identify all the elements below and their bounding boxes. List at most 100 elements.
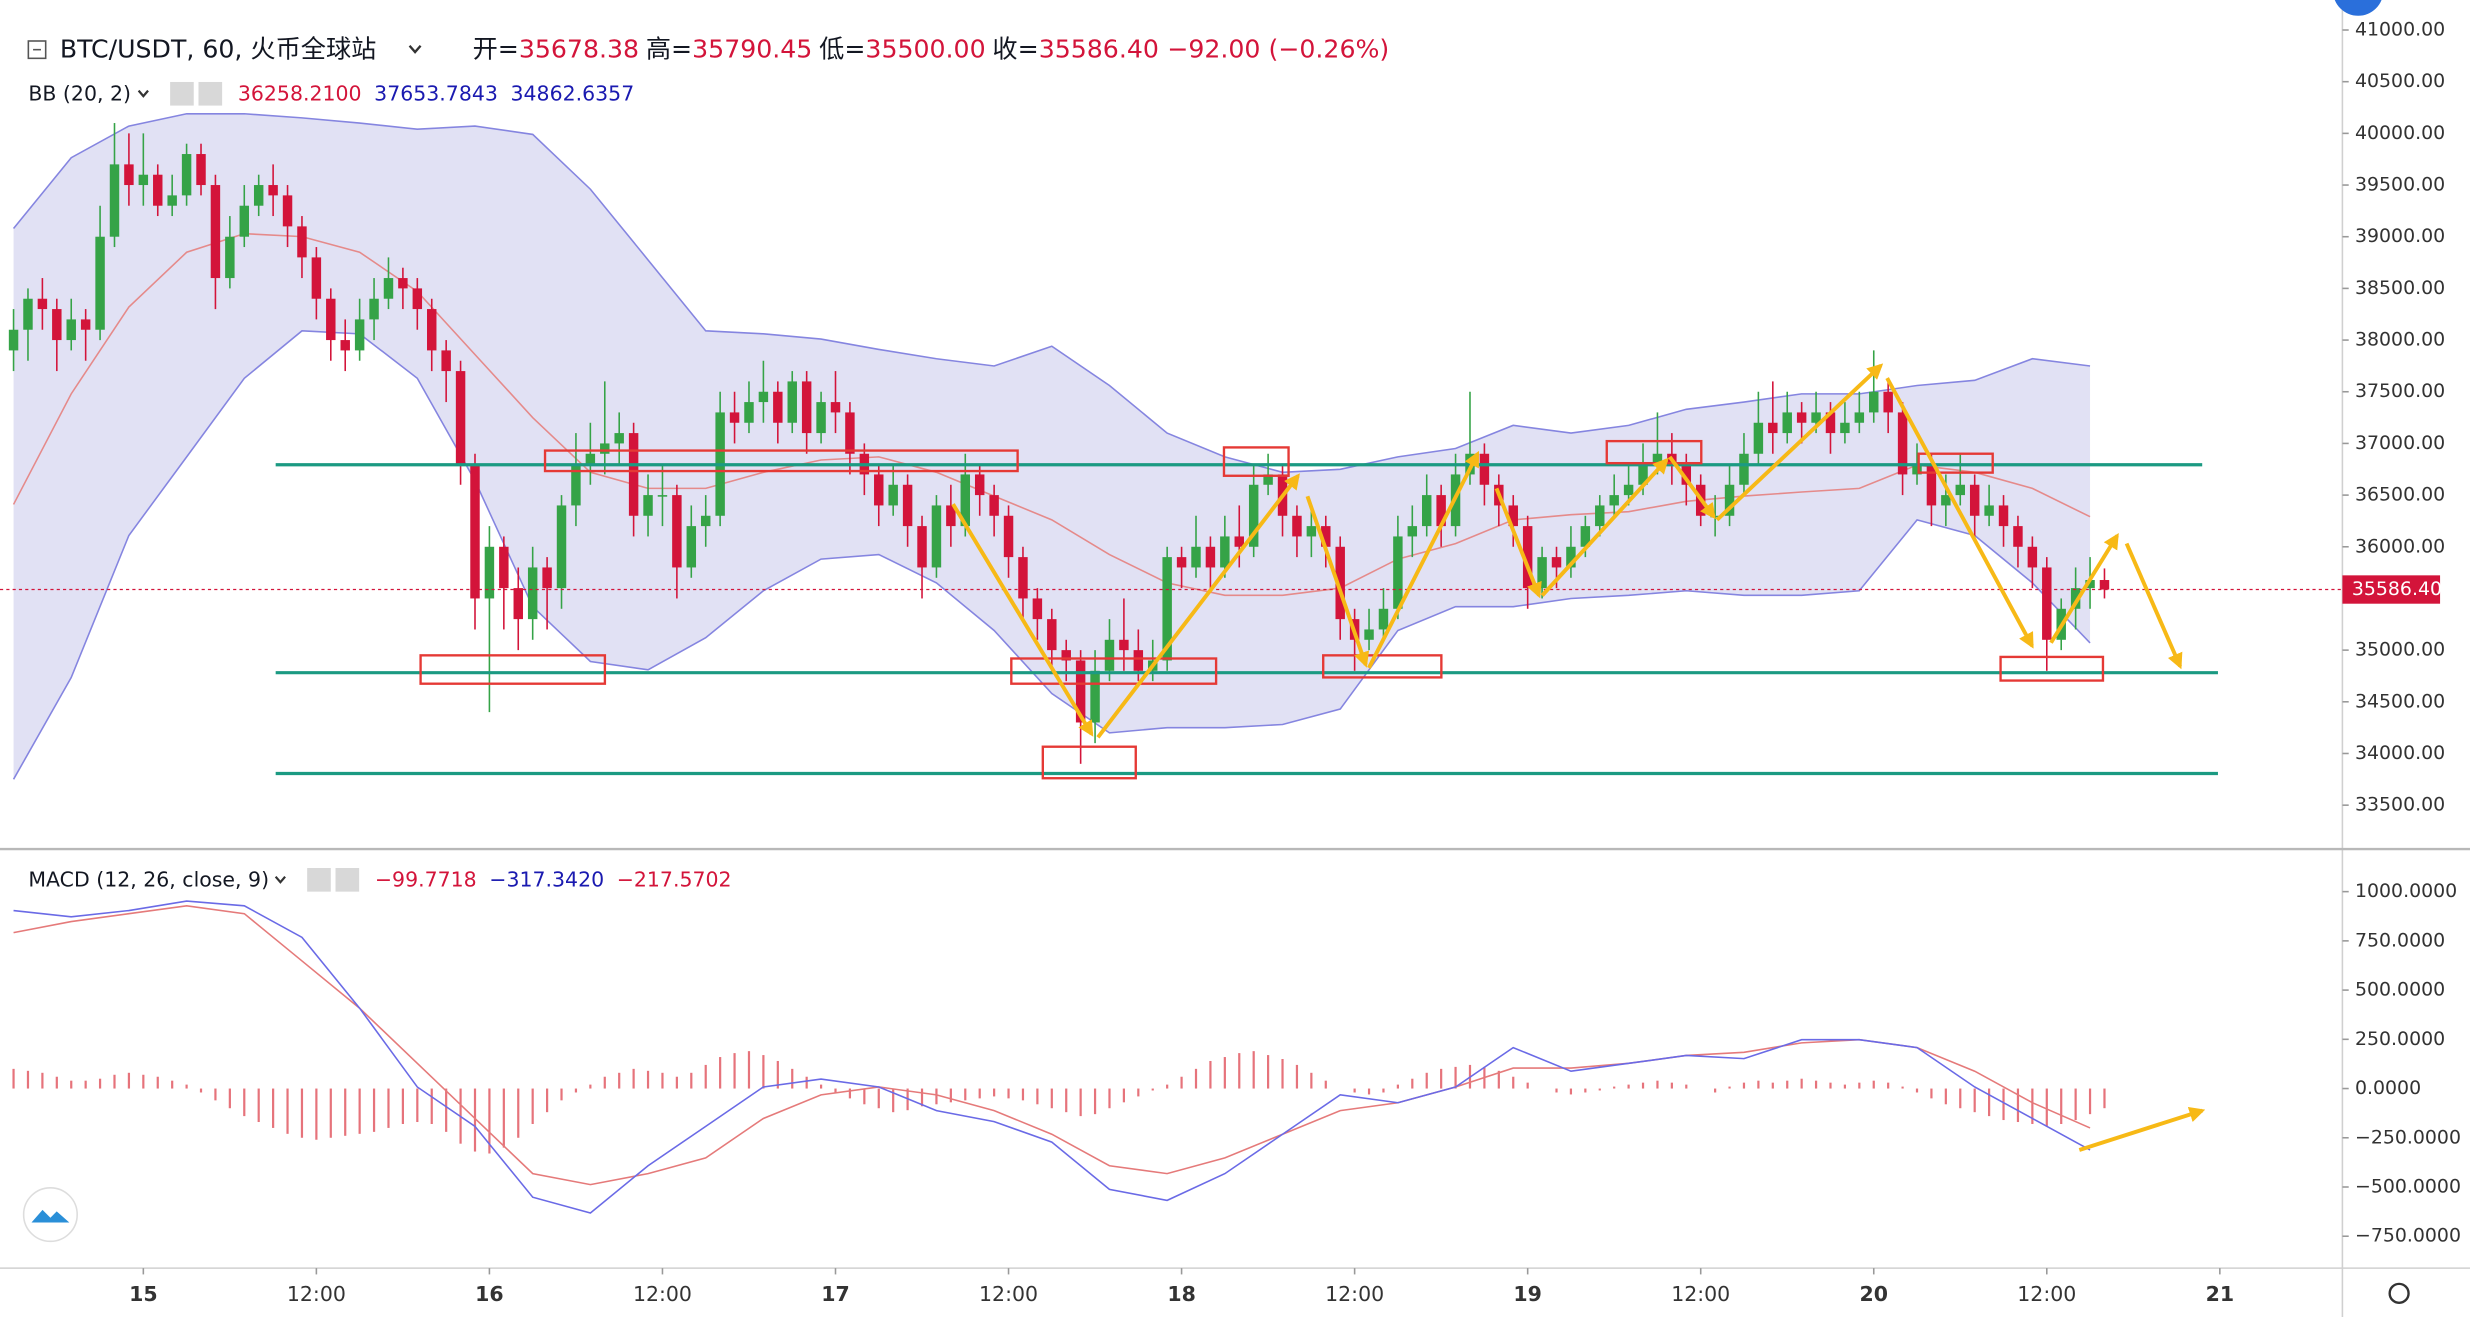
zone-box: [1222, 446, 1290, 477]
candle-body: [95, 236, 105, 330]
candle-body: [1522, 526, 1533, 589]
y-tick-label: 38500.00: [2355, 277, 2445, 299]
candle-body: [1623, 484, 1634, 496]
candle-body: [571, 464, 581, 506]
candle-body: [989, 495, 999, 516]
candle-body: [239, 205, 250, 237]
x-tick-label: 20: [1860, 1282, 1888, 1306]
candle-body: [1335, 546, 1345, 620]
candle-body: [80, 319, 91, 330]
candle-body: [1061, 650, 1071, 661]
indicator-value: 34862.6357: [511, 82, 635, 106]
ohlc-value: 35500.00: [865, 34, 985, 63]
last-price-box: [2342, 575, 2441, 604]
candle-body: [1047, 619, 1057, 651]
collapse-icon[interactable]: [27, 40, 47, 60]
candle-body: [383, 278, 394, 299]
logo-mark: [31, 1209, 70, 1223]
candle-body: [1768, 422, 1778, 434]
candle-body: [1003, 515, 1014, 558]
candle-body: [816, 402, 826, 434]
candle-body: [1883, 391, 1893, 413]
candle-body: [527, 567, 538, 620]
ohlc-label: 开=: [473, 34, 519, 63]
candle-body: [672, 495, 682, 568]
candle-body: [1234, 536, 1244, 547]
candle-body: [282, 195, 293, 227]
indicator-name: MACD (12, 26, close, 9): [28, 868, 269, 892]
drawings: [275, 363, 2218, 1152]
candle-body: [2070, 588, 2081, 609]
y-tick-label: 250.0000: [2355, 1028, 2445, 1050]
last-price-label: 35586.40: [2352, 578, 2442, 600]
y-tick-label: 39000.00: [2355, 225, 2445, 247]
remove-icon[interactable]: [335, 868, 360, 892]
candle-body: [1551, 557, 1562, 568]
band-upper: [12, 112, 2091, 474]
account-icon[interactable]: [2333, 0, 2383, 16]
candle-body: [1724, 484, 1735, 516]
candle-body: [1378, 608, 1389, 630]
candle-body: [124, 164, 134, 186]
candle-body: [340, 340, 350, 351]
candle-body: [1292, 515, 1302, 537]
candle-body: [1926, 464, 1937, 506]
candle-body: [354, 319, 365, 351]
y-tick-label: −250.0000: [2355, 1126, 2461, 1148]
candle-body: [1119, 639, 1129, 651]
candle-body: [1595, 505, 1605, 527]
candle-body: [614, 433, 624, 444]
candle-body: [744, 402, 754, 423]
visibility-icon[interactable]: [170, 81, 194, 106]
logo[interactable]: [22, 1186, 78, 1243]
dropdown-icon[interactable]: [274, 875, 286, 884]
y-tick-label: 500.0000: [2355, 979, 2445, 1001]
candle-body: [1897, 412, 1908, 475]
arrow: [2124, 542, 2183, 670]
candle-body: [1104, 639, 1115, 671]
price-change: −92.00 (−0.26%): [1167, 34, 1389, 63]
candle-body: [845, 412, 855, 454]
indicator-value: −317.3420: [489, 868, 604, 892]
dropdown-icon[interactable]: [408, 44, 422, 54]
ohlc-label: 低=: [819, 34, 865, 63]
x-tick-label: 12:00: [1671, 1282, 1730, 1306]
candle-body: [455, 371, 466, 465]
y-tick-label: −500.0000: [2355, 1175, 2461, 1197]
candle-body: [427, 309, 437, 351]
candle-body: [1306, 526, 1317, 537]
candle-body: [1018, 557, 1028, 599]
dropdown-icon[interactable]: [137, 89, 149, 98]
candle-body: [2099, 580, 2110, 590]
candle-body: [8, 329, 19, 351]
candle-body: [1955, 484, 1965, 496]
visibility-icon[interactable]: [307, 868, 331, 892]
arrow: [1367, 450, 1480, 669]
candle-body: [974, 474, 985, 496]
y-tick-label: 33500.00: [2355, 794, 2445, 816]
candle-body: [830, 402, 841, 413]
zone-box: [1041, 745, 1137, 780]
x-tick-label: 18: [1167, 1282, 1195, 1306]
settings-icon[interactable]: [2388, 1282, 2410, 1304]
candle-body: [1854, 412, 1865, 423]
ohlc-value: 35678.38: [519, 34, 639, 63]
x-tick-label: 12:00: [633, 1282, 692, 1306]
candle-body: [167, 195, 177, 206]
candle-body: [917, 526, 927, 568]
candle-body: [513, 588, 523, 620]
candle-body: [758, 391, 769, 403]
candle-body: [1220, 536, 1230, 568]
candle-body: [1941, 495, 1951, 506]
arrow: [1668, 455, 1716, 520]
remove-icon[interactable]: [198, 81, 223, 106]
candle-body: [874, 474, 884, 506]
candle-body: [1479, 453, 1490, 485]
candle-body: [1782, 412, 1792, 434]
candle-body: [542, 567, 552, 589]
candle-body: [931, 505, 942, 568]
candle-body: [1191, 546, 1201, 568]
arrow: [1096, 473, 1300, 739]
